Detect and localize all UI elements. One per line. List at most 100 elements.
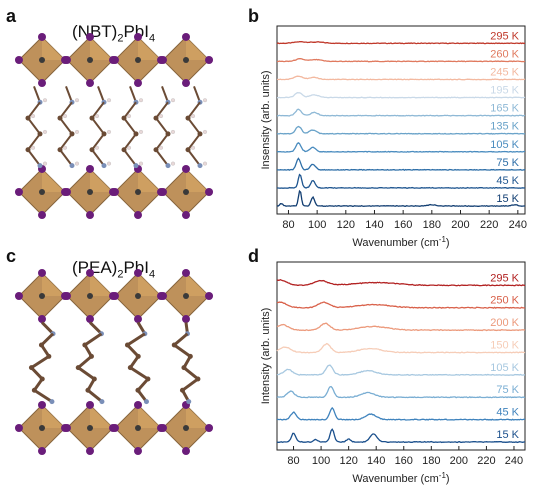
temperature-label: 200 K: [490, 317, 519, 329]
x-tick-label: 220: [480, 219, 498, 231]
temperature-label: 105 K: [490, 362, 519, 374]
bond: [97, 86, 105, 103]
bond: [59, 117, 73, 135]
bond: [30, 366, 44, 381]
hydrogen-atom: [171, 161, 175, 166]
iodine-atom: [38, 315, 46, 324]
organic-atom: [49, 399, 55, 405]
iodine-atom: [134, 211, 142, 220]
bond: [187, 117, 201, 135]
iodine-atom: [134, 400, 142, 409]
hydrogen-atom: [43, 129, 47, 134]
temperature-label: 15 K: [496, 193, 519, 205]
iodine-atom: [86, 164, 94, 173]
hydrogen-atom: [139, 129, 143, 134]
x-tick-label: 100: [308, 219, 326, 231]
bond: [129, 366, 149, 381]
temperature-label: 45 K: [496, 407, 519, 419]
bond: [123, 117, 137, 135]
hydrogen-atom: [75, 98, 79, 103]
hydrogen-atom: [191, 114, 195, 119]
bond: [30, 355, 50, 369]
hydrogen-atom: [75, 129, 79, 134]
iodine-atom: [205, 292, 214, 300]
spectrum-line-150k: [276, 342, 526, 354]
x-tick-label: 180: [422, 455, 440, 467]
x-axis-label-sup: -1: [439, 235, 447, 244]
iodine-atom: [182, 211, 190, 220]
formula-c: (PEA)2PbI4: [72, 258, 155, 280]
x-tick-label: 180: [423, 219, 441, 231]
formula-c-sub1: 2: [117, 268, 124, 281]
x-axis-label-sup: -1: [439, 471, 447, 480]
bond: [155, 133, 169, 151]
lead-atom: [39, 293, 45, 299]
iodine-atom: [182, 79, 190, 88]
x-tick-label: 240: [505, 455, 523, 467]
bond: [40, 321, 55, 335]
bond: [91, 101, 105, 119]
plot-frame: [276, 25, 526, 215]
x-tick-label: 200: [451, 219, 469, 231]
iodine-atom: [62, 188, 71, 196]
bond: [59, 149, 73, 167]
iodine-atom: [110, 424, 119, 432]
lead-atom: [39, 425, 45, 431]
iodine-atom: [134, 79, 142, 88]
bond: [65, 86, 73, 103]
panel-letter-b: b: [248, 6, 259, 26]
x-tick-label: 240: [509, 219, 527, 231]
iodine-atom: [134, 32, 142, 41]
x-tick-label: 120: [339, 455, 357, 467]
spectrum-line-135k: [276, 125, 526, 135]
octahedron-facet-1-2: [138, 404, 162, 428]
spectrum-line-45k: [276, 173, 526, 189]
temperature-label: 75 K: [496, 384, 519, 396]
iodine-atom: [86, 32, 94, 41]
octahedron-facet-0-3: [186, 272, 210, 296]
formula-a-main: (NBT): [72, 22, 118, 41]
bond: [77, 355, 93, 369]
iodine-atom: [62, 56, 71, 64]
panel-letter-d: d: [248, 246, 259, 266]
x-axis-label: Wavenumber (cm-1): [352, 471, 449, 485]
spectrum-line-105k: [276, 141, 525, 153]
octahedron-facet-0-0: [42, 272, 66, 296]
formula-c-mid: PbI: [123, 258, 149, 277]
bond: [27, 101, 41, 119]
hydrogen-atom: [139, 161, 143, 166]
spectrum-line-295k: [276, 278, 526, 287]
x-tick-label: 200: [450, 455, 468, 467]
octahedron-facet-1-0: [42, 168, 66, 192]
bond: [173, 343, 192, 358]
formula-a-sub2: 4: [148, 32, 156, 45]
bond: [123, 149, 137, 167]
octahedron-facet-0-2: [138, 36, 162, 60]
temperature-label: 135 K: [490, 121, 519, 133]
organic-atom: [143, 399, 149, 405]
x-tick-label: 100: [312, 455, 330, 467]
lead-atom: [87, 293, 93, 299]
organic-atom: [69, 163, 75, 169]
bond: [59, 101, 73, 119]
formula-a-mid: PbI: [123, 22, 149, 41]
bond: [182, 366, 199, 381]
plot-frame: [276, 261, 526, 451]
organic-atom: [186, 399, 192, 405]
iodine-atom: [205, 56, 214, 64]
bond: [126, 343, 140, 358]
x-tick-label: 80: [287, 455, 299, 467]
iodine-atom: [38, 268, 46, 277]
lead-atom: [183, 189, 189, 195]
bond: [59, 133, 73, 151]
panel-letter-a: a: [6, 6, 17, 26]
hydrogen-atom: [203, 161, 207, 166]
bond: [181, 377, 199, 392]
spectrum-line-45k: [276, 406, 525, 421]
bond: [161, 86, 169, 103]
hydrogen-atom: [107, 129, 111, 134]
spectrum-line-75k: [276, 385, 526, 399]
spectrum-line-15k: [276, 428, 526, 444]
